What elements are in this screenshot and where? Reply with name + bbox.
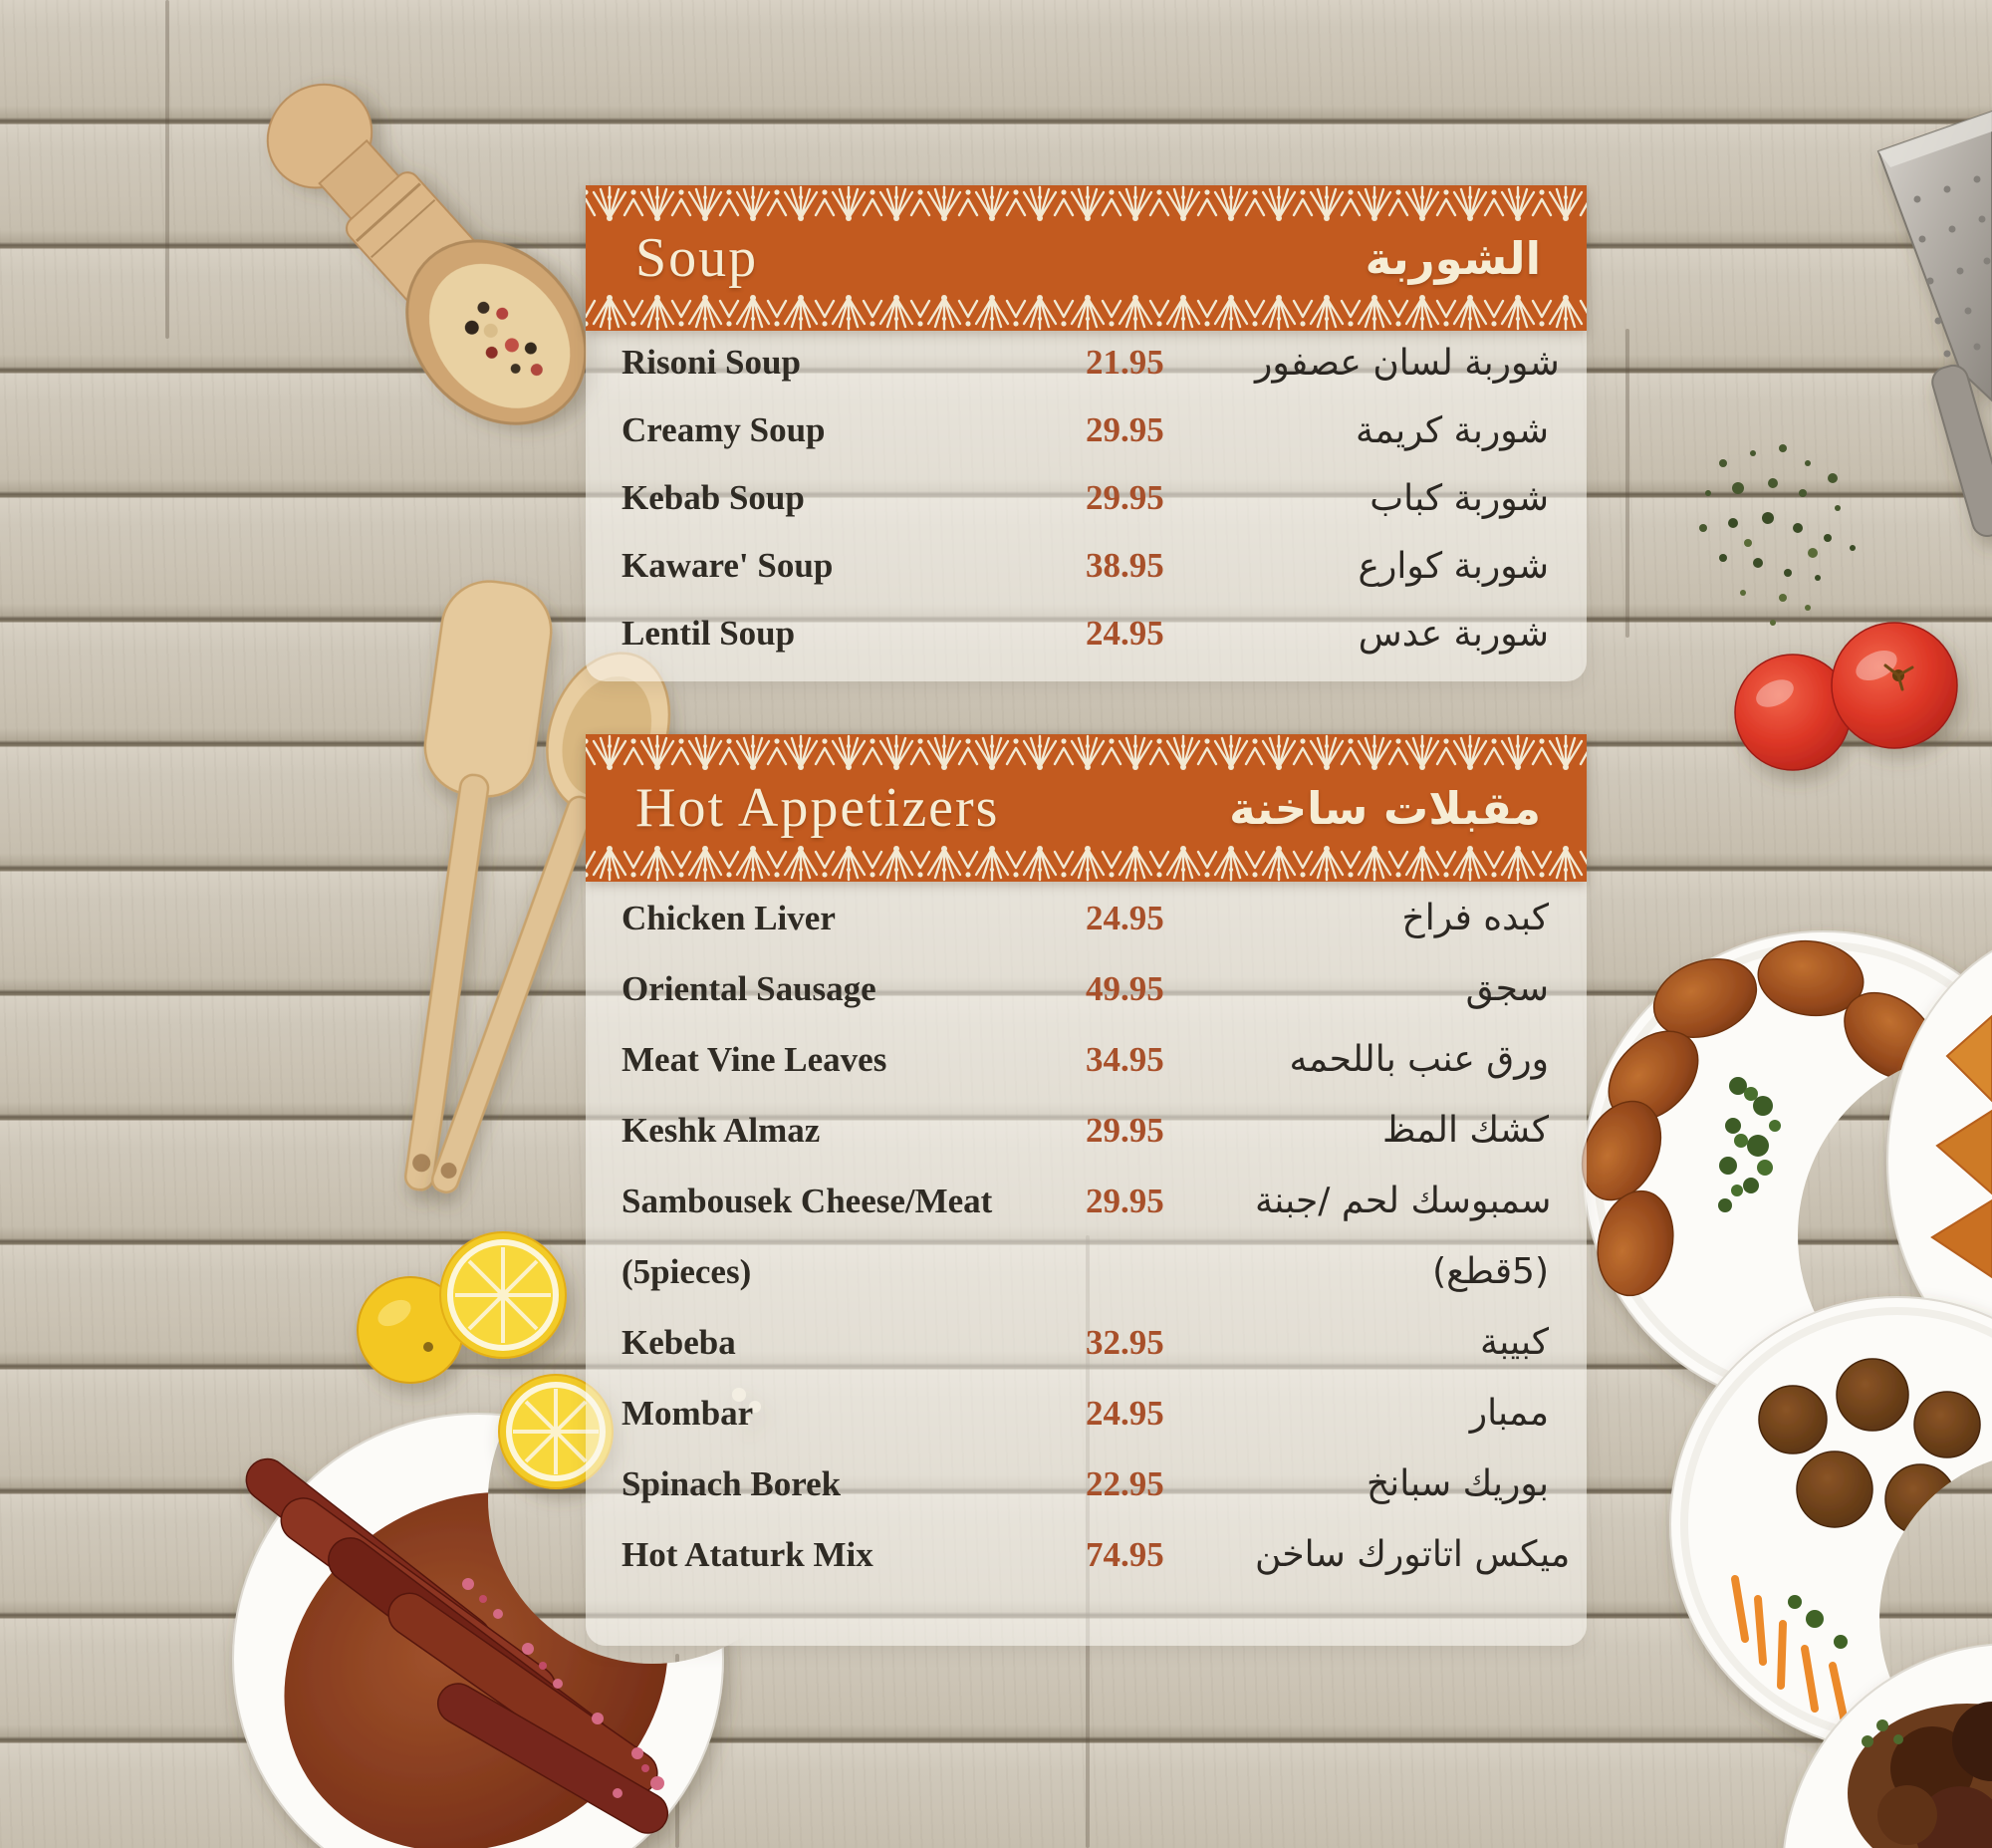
item-name-en: Mombar — [622, 1393, 754, 1433]
menu-item-row: Hot Ataturk Mix 74.95 ميكس اتاتورك ساخن — [586, 1519, 1587, 1590]
item-price: 49.95 — [1086, 968, 1164, 1008]
item-name-ar: كبده فراخ — [1401, 898, 1549, 938]
section-title-ar: الشوربة — [1365, 231, 1541, 285]
menu-item-row: (5pieces) (5قطع) — [586, 1236, 1587, 1307]
menu-item-row: Creamy Soup 29.95 شوربة كريمة — [586, 396, 1587, 464]
item-price: 29.95 — [1086, 478, 1164, 517]
item-name-en: Hot Ataturk Mix — [622, 1534, 873, 1574]
hot-appetizers-item-list: Chicken Liver 24.95 كبده فراخ Oriental S… — [586, 883, 1587, 1590]
item-name-en: Lentil Soup — [622, 614, 796, 653]
hot-appetizers-header-band: Hot Appetizers مقبلات ساخنة — [586, 734, 1587, 882]
item-name-ar: كبيبة — [1479, 1322, 1549, 1363]
item-name-ar: شوربة كباب — [1370, 477, 1549, 519]
item-name-en: Spinach Borek — [622, 1463, 842, 1503]
samosa-plate-icon — [1886, 949, 1992, 1372]
menu-item-row: Mombar 24.95 ممبار — [586, 1378, 1587, 1449]
lace-border-icon — [586, 734, 1587, 770]
item-price: 29.95 — [1086, 1110, 1164, 1150]
carrot-shreds — [1731, 1575, 1849, 1725]
item-name-ar: شوربة كريمة — [1355, 409, 1549, 451]
dried-herbs-icon — [1699, 444, 1856, 626]
item-price: 34.95 — [1086, 1039, 1164, 1079]
kibbeh-plate-icon — [1581, 930, 1992, 1411]
item-price: 38.95 — [1086, 546, 1164, 585]
item-name-ar: شوربة كوارع — [1358, 545, 1549, 587]
item-name-en: Keshk Almaz — [622, 1110, 821, 1150]
item-name-en: (5pieces) — [622, 1251, 752, 1291]
section-title-en: Soup — [635, 227, 759, 289]
tomatoes-icon — [1734, 622, 1958, 771]
item-price: 24.95 — [1086, 1393, 1164, 1433]
menu-item-row: Spinach Borek 22.95 بوريك سبانخ — [586, 1449, 1587, 1519]
item-price: 24.95 — [1086, 898, 1164, 937]
item-name-en: Oriental Sausage — [622, 968, 876, 1008]
item-price: 32.95 — [1086, 1322, 1164, 1362]
wooden-spatula-icon — [403, 580, 553, 1191]
item-name-ar: ميكس اتاتورك ساخن — [1255, 1534, 1571, 1575]
parsley-garnish — [1718, 1077, 1773, 1212]
soup-header-band: Soup الشوربة — [586, 185, 1587, 331]
item-name-ar: شوربة لسان عصفور — [1255, 342, 1560, 384]
item-name-ar: سمبوسك لحم /جبنة — [1255, 1181, 1552, 1221]
item-price: 24.95 — [1086, 614, 1164, 653]
item-name-ar: سجق — [1465, 968, 1549, 1009]
lace-border-icon — [586, 295, 1587, 331]
menu-item-row: Sambousek Cheese/Meat 29.95 سمبوسك لحم /… — [586, 1166, 1587, 1236]
section-title-en: Hot Appetizers — [635, 777, 1000, 839]
plank-joint — [675, 1654, 679, 1848]
menu-item-row: Lentil Soup 24.95 شوربة عدس — [586, 600, 1587, 667]
item-name-ar: كشك المظ — [1382, 1110, 1549, 1151]
item-price: 29.95 — [1086, 410, 1164, 449]
menu-item-row: Meat Vine Leaves 34.95 ورق عنب باللحمه — [586, 1024, 1587, 1095]
item-name-en: Sambousek Cheese/Meat — [622, 1181, 993, 1220]
item-name-ar: ممبار — [1469, 1393, 1549, 1434]
item-name-en: Kebab Soup — [622, 478, 805, 517]
section-title-ar: مقبلات ساخنة — [1229, 781, 1541, 835]
soup-item-list: Risoni Soup 21.95 شوربة لسان عصفور Cream… — [586, 329, 1587, 667]
item-price: 22.95 — [1086, 1463, 1164, 1503]
item-name-en: Kaware' Soup — [622, 546, 834, 585]
braised-meat-plate-icon — [1783, 1643, 1992, 1848]
item-name-ar: شوربة عدس — [1358, 613, 1549, 655]
menu-item-row: Chicken Liver 24.95 كبده فراخ — [586, 883, 1587, 953]
menu-item-row: Kaware' Soup 38.95 شوربة كوارع — [586, 532, 1587, 600]
menu-item-row: Risoni Soup 21.95 شوربة لسان عصفور — [586, 329, 1587, 396]
item-name-ar: (5قطع) — [1432, 1251, 1549, 1292]
lace-border-icon — [586, 846, 1587, 882]
item-name-ar: بوريك سبانخ — [1366, 1463, 1549, 1504]
wooden-spice-scoop-icon — [266, 83, 588, 425]
item-name-en: Chicken Liver — [622, 898, 836, 937]
item-name-en: Meat Vine Leaves — [622, 1039, 887, 1079]
item-name-en: Kebeba — [622, 1322, 736, 1362]
item-name-en: Risoni Soup — [622, 343, 801, 382]
item-price: 29.95 — [1086, 1181, 1164, 1220]
item-name-ar: ورق عنب باللحمه — [1289, 1039, 1549, 1080]
lemon-slice — [439, 1231, 567, 1359]
plank-joint — [165, 0, 169, 339]
menu-item-row: Kebab Soup 29.95 شوربة كباب — [586, 464, 1587, 532]
plank-joint — [1625, 329, 1629, 638]
item-price: 74.95 — [1086, 1534, 1164, 1574]
hot-appetizers-panel — [586, 734, 1587, 1646]
menu-item-row: Kebeba 32.95 كبيبة — [586, 1307, 1587, 1378]
lace-border-icon — [586, 185, 1587, 221]
menu-item-row: Keshk Almaz 29.95 كشك المظ — [586, 1095, 1587, 1166]
meatball-plate-icon — [1669, 1296, 1992, 1752]
menu-item-row: Oriental Sausage 49.95 سجق — [586, 953, 1587, 1024]
item-price: 21.95 — [1086, 343, 1164, 382]
metal-grater-icon — [1876, 110, 1992, 537]
item-name-en: Creamy Soup — [622, 410, 826, 449]
